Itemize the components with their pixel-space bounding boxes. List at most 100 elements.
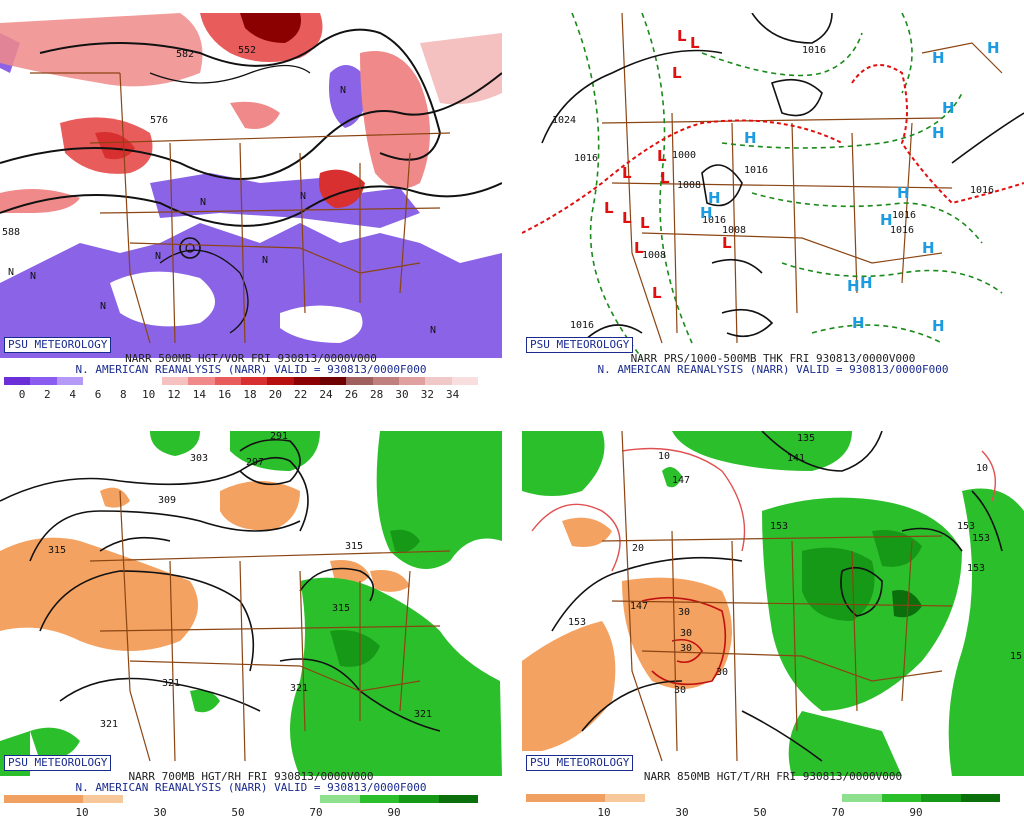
colorbar-segment <box>82 377 110 385</box>
colorbar-segment <box>881 794 921 802</box>
colorbar-segment <box>438 795 478 803</box>
colorbar-segment <box>565 794 605 802</box>
colorbar-segment <box>451 377 478 385</box>
contour-label: 588 <box>2 227 20 238</box>
colorbar-tick-label: 12 <box>167 388 181 401</box>
map-subtitle: N. AMERICAN REANALYSIS (NARR) VALID = 93… <box>597 363 949 376</box>
high-pressure-marker: H <box>880 211 893 229</box>
colorbar-segment <box>319 377 347 385</box>
map-title: NARR 500MB HGT/VOR FRI 930813/0000V000 <box>125 352 377 365</box>
isobar-label: 1016 <box>574 153 598 164</box>
colorbar-tick-label: 10 <box>597 806 611 819</box>
colorbar-segment <box>399 795 439 803</box>
high-pressure-marker: H <box>852 314 865 332</box>
map-700mb: 291 297 303 309 315 315 315 321 321 321 … <box>0 431 502 776</box>
isobar-label: 1016 <box>802 45 826 56</box>
colorbar-segment <box>30 377 57 385</box>
low-pressure-marker: L <box>652 284 662 302</box>
colorbar-segment <box>842 794 882 802</box>
isobar-label: 1016 <box>702 215 726 226</box>
temp-label: 20 <box>632 543 644 554</box>
colorbar-segment <box>4 377 31 385</box>
map-title: NARR PRS/1000-500MB THK FRI 930813/0000V… <box>630 352 916 365</box>
colorbar-segment <box>723 794 763 802</box>
panel-700mb-hgt-rh: 291 297 303 309 315 315 315 321 321 321 … <box>0 418 502 819</box>
temp-label: 30 <box>678 607 690 618</box>
colorbar-segment <box>372 377 399 385</box>
psu-logo: PSU METEOROLOGY <box>4 337 112 353</box>
contour-label: 297 <box>246 457 264 468</box>
isobar-label: 1008 <box>722 225 746 236</box>
contour-label: 153 <box>957 521 975 532</box>
colorbar-segment <box>43 795 83 803</box>
map-850mb: 135 141 147 153 153 153 153 153 15 10 10… <box>522 431 1024 776</box>
contour-label: 153 <box>568 617 586 628</box>
colorbar-tick-label: 26 <box>344 388 358 401</box>
low-pressure-marker: L <box>660 169 670 187</box>
colorbar <box>4 377 478 385</box>
contour-label: N <box>340 85 346 96</box>
low-pressure-marker: L <box>640 214 650 232</box>
colorbar-segment <box>201 795 241 803</box>
colorbar-segment <box>240 377 268 385</box>
colorbar-segment <box>56 377 83 385</box>
panel-850mb-hgt-t-rh: 135 141 147 153 153 153 153 153 15 10 10… <box>522 418 1024 819</box>
isobar-label: 1016 <box>970 185 994 196</box>
colorbar-tick-label: 90 <box>909 806 923 819</box>
contour-label: 315 <box>48 545 66 556</box>
colorbar-tick-label: 50 <box>753 806 767 819</box>
contour-label: 309 <box>158 495 176 506</box>
high-pressure-marker: H <box>847 277 860 295</box>
contour-label: 153 <box>972 533 990 544</box>
contour-label: 141 <box>787 453 805 464</box>
low-pressure-marker: L <box>690 34 700 52</box>
colorbar-segment <box>921 794 961 802</box>
contour-label: 153 <box>967 563 985 574</box>
colorbar-segment <box>241 795 281 803</box>
colorbar-tick-label: 20 <box>268 388 282 401</box>
colorbar-segment <box>960 794 1000 802</box>
colorbar-segment <box>188 377 215 385</box>
colorbar-segment <box>802 794 842 802</box>
colorbar-segment <box>122 795 162 803</box>
isobar-label: 1008 <box>677 180 701 191</box>
contour-label: N <box>100 301 106 312</box>
colorbar-segment <box>267 377 294 385</box>
colorbar-tick-label: 24 <box>319 388 333 401</box>
contour-label: 315 <box>345 541 363 552</box>
low-pressure-marker: L <box>622 209 632 227</box>
colorbar-tick-label: 70 <box>309 806 323 819</box>
colorbar-ticks: 10 30 50 70 90 <box>526 806 1000 819</box>
psu-logo: PSU METEOROLOGY <box>526 755 634 771</box>
map-pressure: 1024 1016 1008 1016 1016 1016 1016 1016 … <box>522 13 1024 358</box>
colorbar-tick-label: 0 <box>18 388 26 401</box>
panel-pressure-thickness: 1024 1016 1008 1016 1016 1016 1016 1016 … <box>522 0 1024 400</box>
colorbar-segment <box>526 794 566 802</box>
contour-label: 582 <box>176 49 194 60</box>
contour-label: N <box>262 255 268 266</box>
colorbar-tick-label: 4 <box>69 388 76 401</box>
contour-label: 147 <box>672 475 690 486</box>
low-pressure-marker: L <box>622 164 632 182</box>
colorbar-segment <box>83 795 123 803</box>
isobar-label: 1000 <box>672 150 696 161</box>
colorbar-tick-label: 16 <box>218 388 232 401</box>
colorbar-segment <box>359 795 399 803</box>
temp-label: 30 <box>680 628 692 639</box>
low-pressure-marker: L <box>677 27 687 45</box>
low-pressure-marker: L <box>634 239 644 257</box>
high-pressure-marker: H <box>932 317 945 335</box>
colorbar-segment <box>293 377 320 385</box>
high-pressure-marker: H <box>744 129 757 147</box>
contour-label: 321 <box>414 709 432 720</box>
colorbar-segment <box>135 377 162 385</box>
colorbar-tick-label: 34 <box>446 388 460 401</box>
contour-label: N <box>8 267 14 278</box>
colorbar-tick-label: 30 <box>153 806 167 819</box>
colorbar-tick-label: 28 <box>370 388 384 401</box>
colorbar-tick-label: 32 <box>420 388 434 401</box>
colorbar-segment <box>346 377 373 385</box>
map-subtitle: N. AMERICAN REANALYSIS (NARR) VALID = 93… <box>75 363 427 376</box>
contour-label: 153 <box>770 521 788 532</box>
contour-label: 552 <box>238 45 256 56</box>
